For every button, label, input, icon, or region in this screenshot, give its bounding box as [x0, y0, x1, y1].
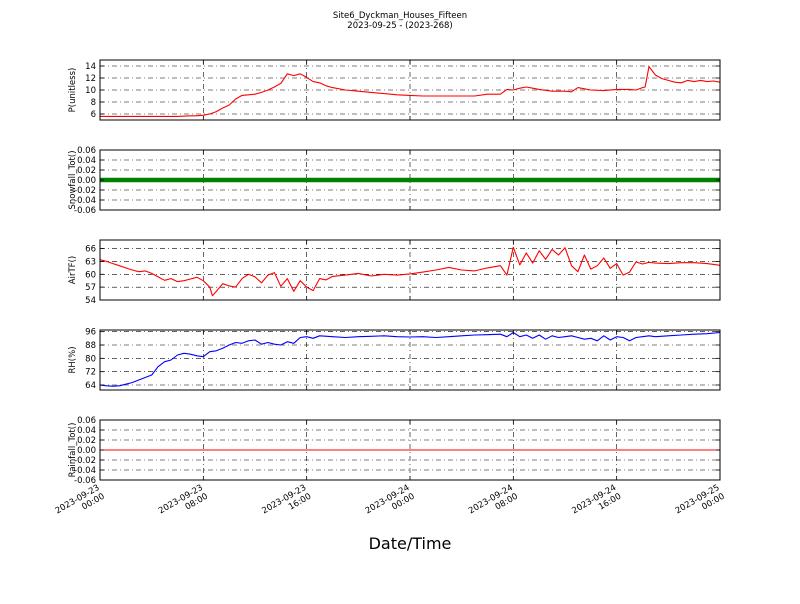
y-tick-label: -0.06: [74, 476, 96, 486]
series-line: [99, 331, 721, 387]
y-axis-label: RH(%): [68, 346, 78, 373]
y-tick-label: 66: [85, 245, 96, 255]
y-tick-label: 12: [85, 74, 96, 84]
y-tick-label: -0.02: [74, 456, 96, 466]
y-tick-label: 0.02: [77, 166, 96, 176]
y-tick-label: 0.02: [77, 436, 96, 446]
y-tick-label: -0.06: [74, 206, 96, 216]
y-tick-label: 88: [85, 341, 96, 351]
y-tick-label: 0.00: [77, 176, 96, 186]
y-axis-label: P(unitless): [68, 68, 78, 113]
series-line: [100, 66, 721, 117]
y-tick-label: 0.06: [77, 146, 96, 156]
y-tick-label: -0.04: [74, 196, 96, 206]
y-tick-label: 64: [85, 381, 96, 391]
y-tick-label: 96: [85, 328, 96, 338]
y-tick-label: 60: [85, 270, 96, 280]
x-axis-label: Date/Time: [368, 534, 452, 553]
y-tick-label: 14: [85, 62, 96, 72]
y-axis-label: Snowfall_Tot(): [68, 150, 78, 209]
y-tick-label: 72: [85, 368, 96, 378]
y-tick-label: 57: [85, 283, 96, 293]
y-tick-label: -0.04: [74, 466, 96, 476]
y-tick-label: 0.00: [77, 446, 96, 456]
y-tick-label: -0.02: [74, 186, 96, 196]
y-tick-label: 8: [91, 98, 96, 108]
y-tick-label: 80: [85, 354, 96, 364]
y-tick-label: 10: [85, 86, 96, 96]
chart-title: Site6_Dyckman_Houses_Fifteen: [332, 11, 468, 21]
y-tick-label: 0.04: [77, 426, 96, 436]
chart-subtitle: 2023-09-25 - (2023-268): [347, 21, 453, 31]
series-line: [99, 246, 721, 297]
y-axis-label: Rainfall_Tot(): [68, 423, 78, 478]
y-axis-label: AirTF(): [68, 256, 78, 284]
y-tick-label: 0.06: [77, 416, 96, 426]
y-tick-label: 54: [85, 296, 96, 306]
y-tick-label: 63: [85, 257, 96, 267]
y-tick-label: 6: [91, 110, 96, 120]
y-tick-label: 0.04: [77, 156, 96, 166]
